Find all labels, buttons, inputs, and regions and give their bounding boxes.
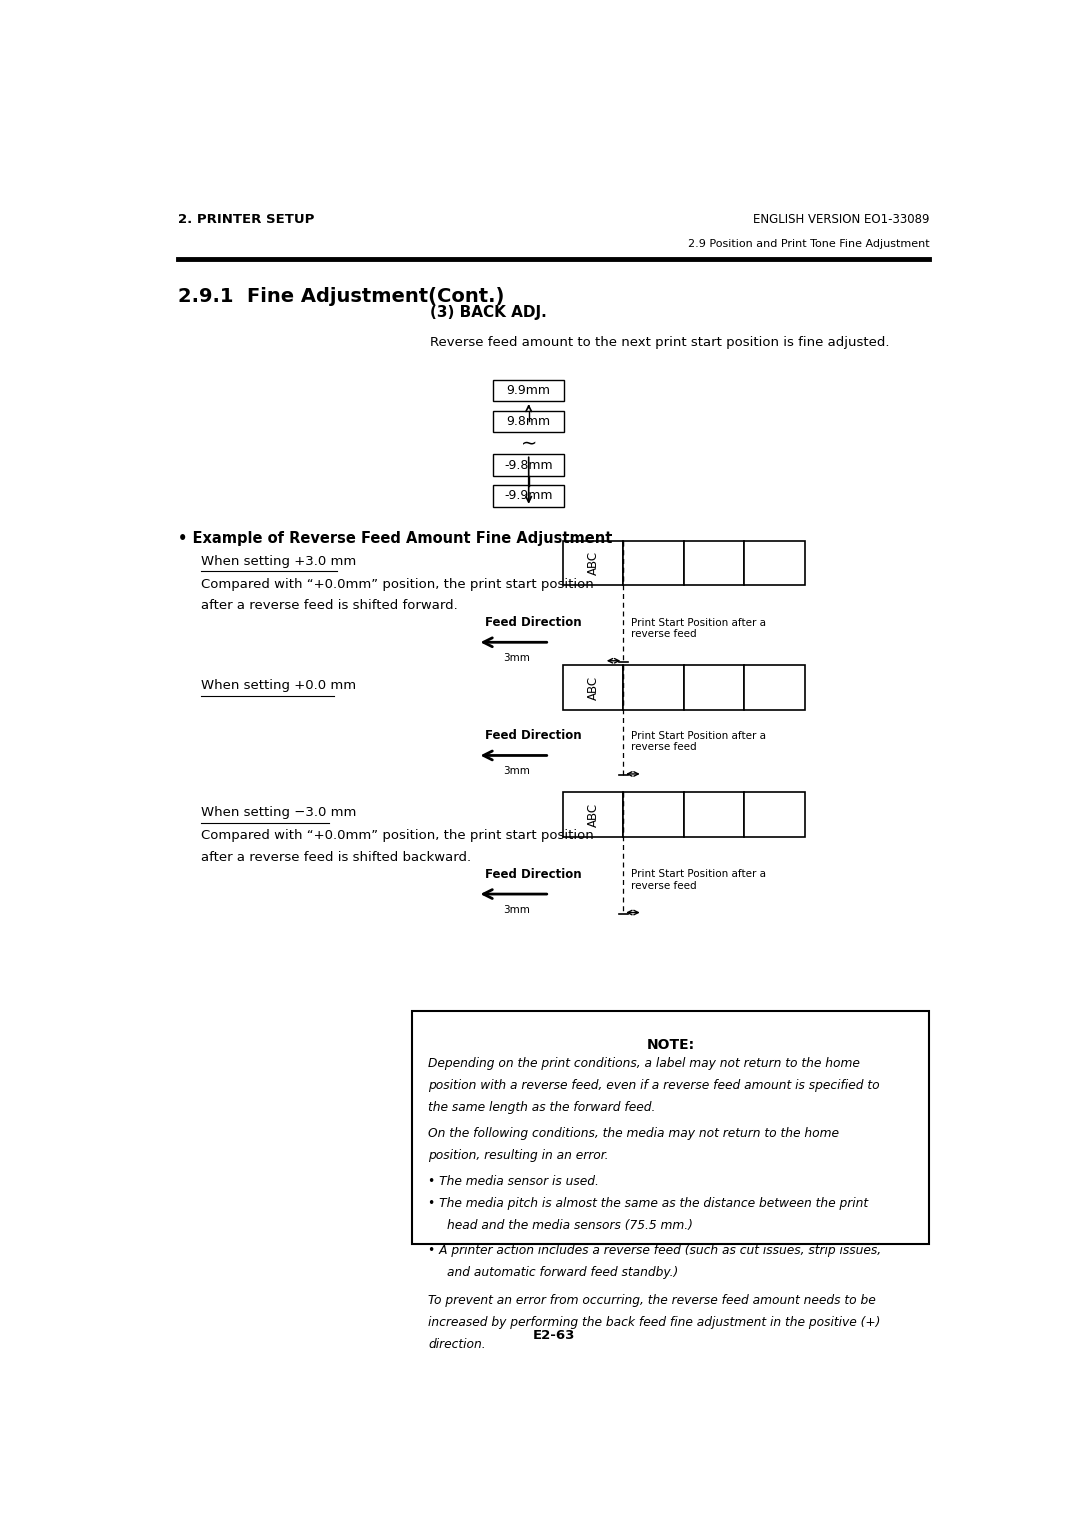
Text: after a reverse feed is shifted backward.: after a reverse feed is shifted backward… xyxy=(201,851,471,863)
Bar xyxy=(494,454,565,475)
Text: To prevent an error from occurring, the reverse feed amount needs to be: To prevent an error from occurring, the … xyxy=(428,1294,876,1306)
Text: When setting +0.0 mm: When setting +0.0 mm xyxy=(201,680,356,692)
Bar xyxy=(744,665,805,711)
Text: 9.8mm: 9.8mm xyxy=(507,414,551,428)
Text: ABC: ABC xyxy=(586,552,599,575)
Text: 9.9mm: 9.9mm xyxy=(507,384,551,397)
Bar xyxy=(563,541,623,585)
Text: Compared with “+0.0mm” position, the print start position: Compared with “+0.0mm” position, the pri… xyxy=(201,830,594,842)
Text: increased by performing the back feed fine adjustment in the positive (+): increased by performing the back feed fi… xyxy=(428,1316,880,1329)
Bar xyxy=(623,793,684,837)
Bar xyxy=(413,1012,930,1244)
Text: When setting −3.0 mm: When setting −3.0 mm xyxy=(201,807,356,819)
Text: after a reverse feed is shifted forward.: after a reverse feed is shifted forward. xyxy=(201,599,458,613)
Text: (3) BACK ADJ.: (3) BACK ADJ. xyxy=(430,306,546,319)
Bar xyxy=(494,411,565,432)
Text: • Example of Reverse Feed Amount Fine Adjustment: • Example of Reverse Feed Amount Fine Ad… xyxy=(177,532,612,547)
Bar xyxy=(563,793,623,837)
Text: head and the media sensors (75.5 mm.): head and the media sensors (75.5 mm.) xyxy=(447,1219,693,1232)
Text: ∼: ∼ xyxy=(521,434,537,452)
Text: NOTE:: NOTE: xyxy=(647,1038,694,1053)
Text: direction.: direction. xyxy=(428,1337,486,1351)
Text: On the following conditions, the media may not return to the home: On the following conditions, the media m… xyxy=(428,1128,839,1140)
Bar xyxy=(494,380,565,402)
Text: Feed Direction: Feed Direction xyxy=(485,616,582,630)
Text: ABC: ABC xyxy=(586,802,599,827)
Text: Depending on the print conditions, a label may not return to the home: Depending on the print conditions, a lab… xyxy=(428,1057,860,1070)
Text: Print Start Position after a
reverse feed: Print Start Position after a reverse fee… xyxy=(631,730,766,752)
Text: 2. PRINTER SETUP: 2. PRINTER SETUP xyxy=(177,212,314,226)
Text: • The media sensor is used.: • The media sensor is used. xyxy=(428,1175,598,1187)
Text: Compared with “+0.0mm” position, the print start position: Compared with “+0.0mm” position, the pri… xyxy=(201,578,594,591)
Text: ENGLISH VERSION EO1-33089: ENGLISH VERSION EO1-33089 xyxy=(753,212,930,226)
Text: • The media pitch is almost the same as the distance between the print: • The media pitch is almost the same as … xyxy=(428,1196,868,1210)
Bar xyxy=(744,793,805,837)
Text: 2.9 Position and Print Tone Fine Adjustment: 2.9 Position and Print Tone Fine Adjustm… xyxy=(688,238,930,249)
Text: Feed Direction: Feed Direction xyxy=(485,868,582,880)
Bar xyxy=(494,486,565,507)
Text: 3mm: 3mm xyxy=(503,652,530,663)
Text: When setting +3.0 mm: When setting +3.0 mm xyxy=(201,555,356,567)
Text: E2-63: E2-63 xyxy=(532,1329,575,1342)
Text: -9.9mm: -9.9mm xyxy=(504,489,553,503)
Text: the same length as the forward feed.: the same length as the forward feed. xyxy=(428,1102,656,1114)
Text: -9.8mm: -9.8mm xyxy=(504,458,553,472)
Bar xyxy=(744,541,805,585)
Text: ABC: ABC xyxy=(586,675,599,700)
Bar xyxy=(623,541,684,585)
Text: • A printer action includes a reverse feed (such as cut issues, strip issues,: • A printer action includes a reverse fe… xyxy=(428,1244,881,1258)
Text: position with a reverse feed, even if a reverse feed amount is specified to: position with a reverse feed, even if a … xyxy=(428,1079,879,1093)
Text: 3mm: 3mm xyxy=(503,905,530,915)
Text: 2.9.1  Fine Adjustment(Cont.): 2.9.1 Fine Adjustment(Cont.) xyxy=(177,287,504,306)
Text: Print Start Position after a
reverse feed: Print Start Position after a reverse fee… xyxy=(631,617,766,639)
Bar xyxy=(623,665,684,711)
Text: Print Start Position after a
reverse feed: Print Start Position after a reverse fee… xyxy=(631,869,766,891)
Bar xyxy=(563,665,623,711)
Text: and automatic forward feed standby.): and automatic forward feed standby.) xyxy=(447,1267,678,1279)
Text: Feed Direction: Feed Direction xyxy=(485,729,582,743)
Text: Reverse feed amount to the next print start position is fine adjusted.: Reverse feed amount to the next print st… xyxy=(430,336,889,348)
Text: 3mm: 3mm xyxy=(503,766,530,776)
Text: position, resulting in an error.: position, resulting in an error. xyxy=(428,1149,608,1161)
Bar xyxy=(684,793,744,837)
Bar xyxy=(684,541,744,585)
Bar xyxy=(684,665,744,711)
